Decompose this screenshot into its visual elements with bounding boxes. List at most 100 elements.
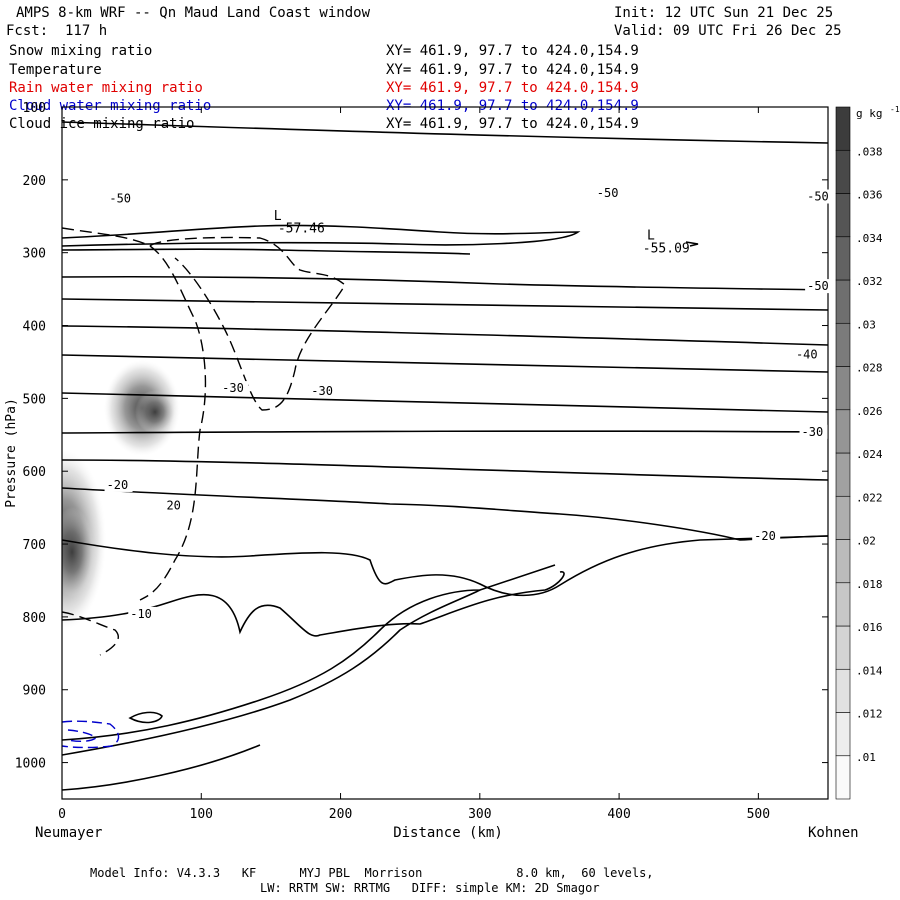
contour-label: 20 (166, 498, 180, 512)
contour-label-bg (805, 189, 834, 204)
model-physics: LW: RRTM SW: RRTMG DIFF: simple KM: 2D S… (260, 881, 600, 895)
field-cloudice-name: Cloud ice mixing ratio (9, 116, 195, 132)
contour-label: -20 (754, 529, 776, 543)
colorbar-swatch (835, 668, 851, 713)
y-tick-label: 600 (23, 465, 46, 480)
contour-line (62, 535, 828, 597)
contour-label: -30 (802, 425, 824, 439)
y-tick-label: 100 (23, 101, 46, 116)
x-tick-label: 200 (329, 807, 352, 822)
contour-label-bg (805, 279, 834, 294)
contour-label: -50 (597, 186, 619, 200)
colorbar-swatch (835, 106, 851, 151)
extremum-annotation: L (274, 209, 282, 224)
colorbar-label: .03 (856, 318, 876, 331)
x-tick-label: 500 (747, 807, 770, 822)
dashed-contour (61, 720, 120, 749)
dashed-contour (149, 236, 346, 411)
contour-label-bg (309, 383, 338, 398)
contour-label-bg (799, 424, 828, 439)
contour-label-bg (594, 185, 623, 200)
x-tick-label: 400 (607, 807, 630, 822)
dashed-contour (62, 227, 207, 601)
contour-line (62, 354, 828, 373)
contour-line (62, 589, 481, 756)
y-tick-label: 1000 (15, 757, 46, 772)
dashed-contour (62, 611, 119, 656)
contour-line (62, 571, 565, 637)
colorbar-label: .02 (856, 535, 876, 548)
contour-line (62, 121, 828, 144)
colorbar-label: .014 (856, 664, 883, 677)
colorbar-swatch (835, 366, 851, 411)
x-tick-label: 300 (468, 807, 491, 822)
contour-line (128, 711, 163, 724)
contour-label-bg (793, 347, 822, 362)
contour-label: -10 (130, 607, 152, 621)
contour-line (62, 325, 828, 346)
colorbar-swatch (835, 409, 851, 454)
dashed-contours (62, 227, 346, 656)
contour-line (62, 298, 828, 311)
colorbar-swatch (835, 236, 851, 281)
colorbar-swatch (835, 625, 851, 670)
colorbar-label: .018 (856, 578, 883, 591)
contour-label: -30 (222, 381, 244, 395)
extremum-annotation: L (647, 229, 655, 244)
colorbar-unit: g kg (856, 107, 883, 120)
x-start-label: Neumayer (35, 825, 102, 841)
field-snow-name: Snow mixing ratio (9, 43, 153, 59)
contour-label-bg (752, 528, 781, 543)
x-axis-label: Distance (km) (393, 825, 503, 841)
x-tick-label: 0 (58, 807, 66, 822)
colorbar-label: .034 (856, 232, 883, 245)
y-tick-label: 200 (23, 174, 46, 189)
contour-label: -30 (311, 384, 333, 398)
dashed-contour (67, 729, 98, 743)
x-tick-label: 100 (190, 807, 213, 822)
colorbar-label: .01 (856, 751, 876, 764)
colorbar-swatch (835, 539, 851, 584)
colorbar-swatch (835, 495, 851, 540)
colorbar-unit-exponent: -1 (890, 105, 900, 114)
contour-line (62, 392, 828, 413)
contour-label: -50 (807, 190, 829, 204)
contour-line (62, 430, 828, 434)
contour-line (62, 224, 581, 247)
colorbar: .01 .012 .014 .016 .018 .02 .022 .024 .026 .028 .0… (835, 105, 900, 800)
field-cloudice-xy: XY= 461.9, 97.7 to 424.0,154.9 (386, 116, 639, 132)
contour-line (685, 241, 699, 247)
contour-line (62, 564, 556, 741)
colorbar-label: .012 (856, 708, 883, 721)
contour-line (62, 487, 828, 541)
contour-label-bg (107, 191, 136, 206)
contour-line (62, 275, 828, 291)
field-rain-xy: XY= 461.9, 97.7 to 424.0,154.9 (386, 80, 639, 96)
y-tick-label: 300 (23, 247, 46, 262)
contour-label-bg (128, 606, 157, 621)
colorbar-label: .038 (856, 145, 883, 158)
chart-title: AMPS 8-km WRF -- Qn Maud Land Coast wind… (16, 5, 371, 21)
contour-line (62, 459, 828, 481)
field-cloudwater-xy: XY= 461.9, 97.7 to 424.0,154.9 (386, 98, 639, 114)
contour-label: -50 (109, 192, 131, 206)
colorbar-swatch (835, 279, 851, 324)
x-end-label: Kohnen (808, 825, 859, 841)
colorbar-label: .016 (856, 621, 883, 634)
y-tick-label: 800 (23, 611, 46, 626)
forecast-hour: Fcst: 117 h (6, 23, 108, 39)
colorbar-label: .022 (856, 491, 883, 504)
colorbar-swatch (835, 755, 851, 800)
field-snow-xy: XY= 461.9, 97.7 to 424.0,154.9 (386, 43, 639, 59)
contour-label-bg (104, 477, 133, 492)
colorbar-label: .032 (856, 275, 883, 288)
colorbar-swatch (835, 582, 851, 627)
y-tick-label: 400 (23, 320, 46, 335)
extremum-annotation: -55.09 (643, 242, 690, 257)
contour-label: -50 (807, 279, 829, 293)
field-cloudwater-name: Cloud water mixing ratio (9, 98, 212, 114)
extremum-annotation: -57.46 (278, 221, 325, 236)
colorbar-swatch (835, 322, 851, 367)
colorbar-swatch (835, 452, 851, 497)
